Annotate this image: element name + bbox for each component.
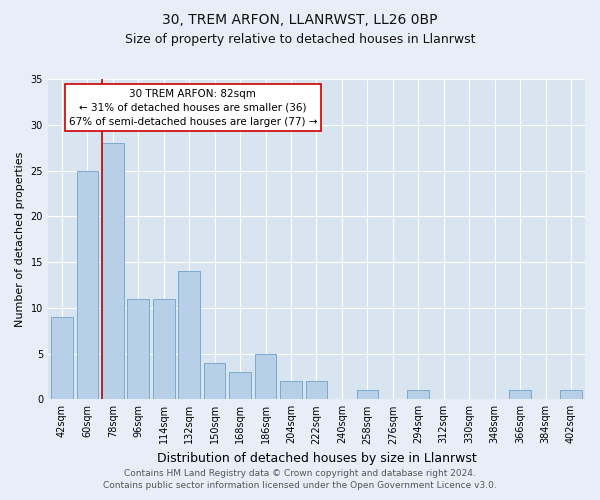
Bar xyxy=(153,298,175,400)
Bar xyxy=(255,354,277,400)
Bar xyxy=(356,390,378,400)
Bar xyxy=(305,381,327,400)
Text: 30, TREM ARFON, LLANRWST, LL26 0BP: 30, TREM ARFON, LLANRWST, LL26 0BP xyxy=(162,12,438,26)
Bar xyxy=(407,390,429,400)
Bar xyxy=(102,143,124,400)
Bar xyxy=(51,317,73,400)
Bar xyxy=(280,381,302,400)
X-axis label: Distribution of detached houses by size in Llanrwst: Distribution of detached houses by size … xyxy=(157,452,476,465)
Bar xyxy=(560,390,582,400)
Bar xyxy=(127,298,149,400)
Bar xyxy=(204,362,226,400)
Bar xyxy=(178,271,200,400)
Y-axis label: Number of detached properties: Number of detached properties xyxy=(15,152,25,327)
Text: Contains HM Land Registry data © Crown copyright and database right 2024.
Contai: Contains HM Land Registry data © Crown c… xyxy=(103,468,497,490)
Text: Size of property relative to detached houses in Llanrwst: Size of property relative to detached ho… xyxy=(125,32,475,46)
Text: 30 TREM ARFON: 82sqm
← 31% of detached houses are smaller (36)
67% of semi-detac: 30 TREM ARFON: 82sqm ← 31% of detached h… xyxy=(68,88,317,126)
Bar xyxy=(509,390,531,400)
Bar xyxy=(77,170,98,400)
Bar xyxy=(229,372,251,400)
